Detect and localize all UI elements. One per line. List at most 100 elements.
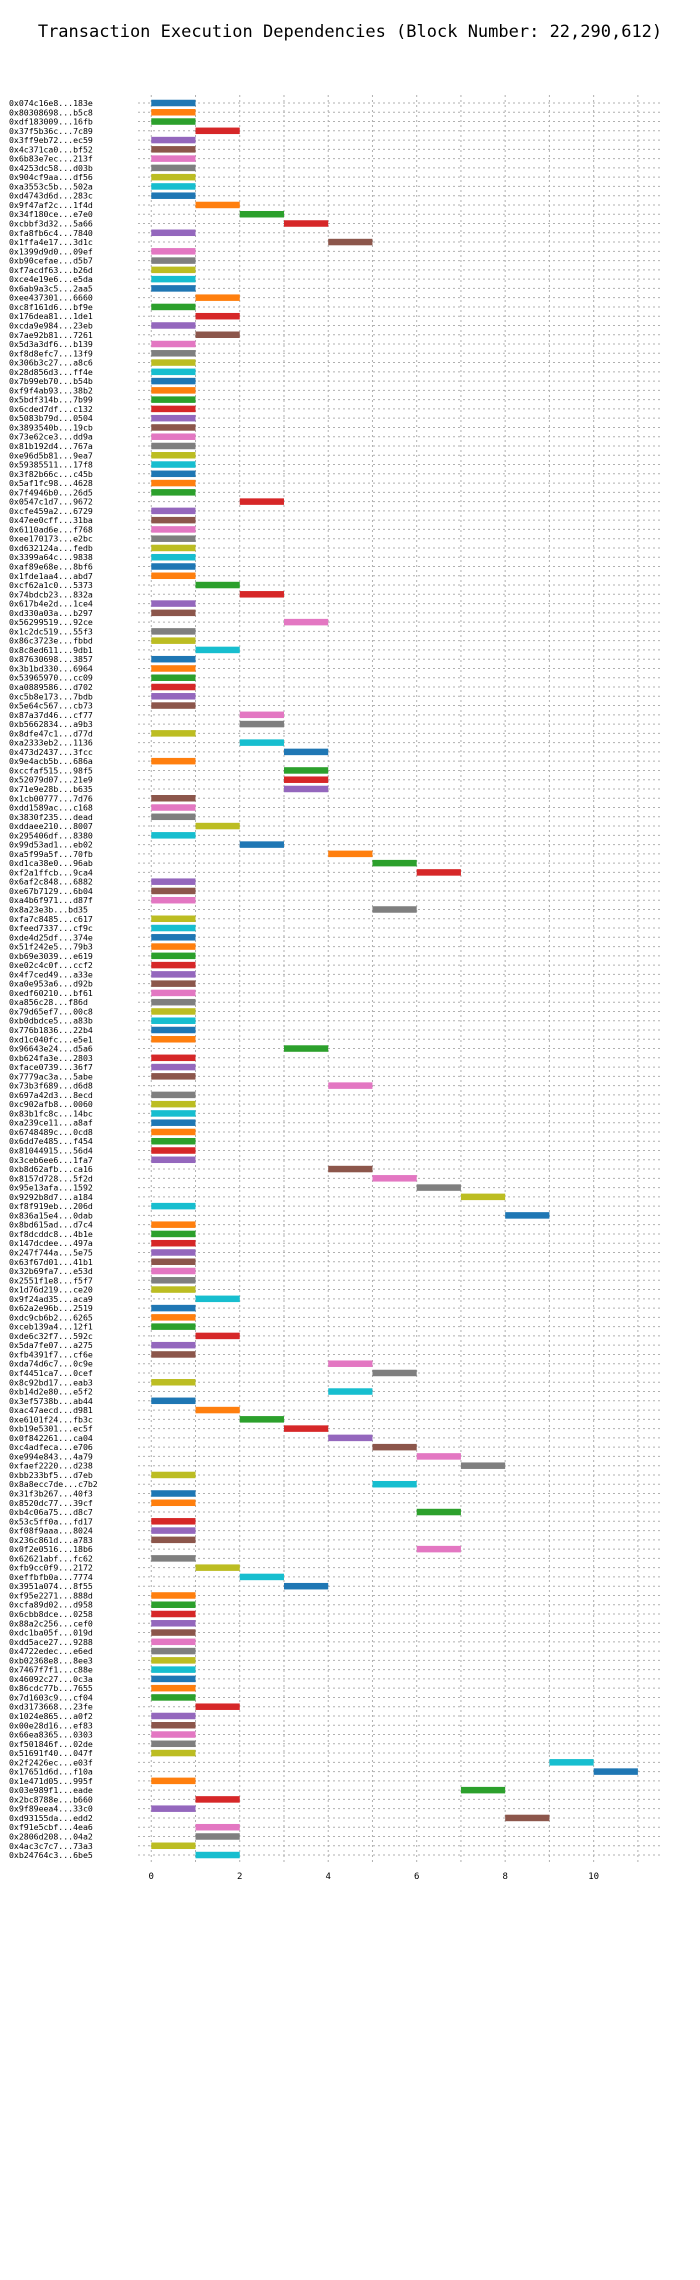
transaction-label: 0xd93155da...edd2 xyxy=(9,1813,93,1823)
transaction-label: 0x6af2c848...6882 xyxy=(9,877,93,887)
transaction-bar xyxy=(151,99,196,107)
transaction-bar xyxy=(151,414,196,422)
transaction-bar xyxy=(151,192,196,199)
transaction-bar xyxy=(283,776,329,783)
transaction-bar xyxy=(593,1768,638,1775)
transaction-label: 0xd632124a...fedb xyxy=(9,543,93,553)
transaction-label: 0xf9f4ab93...38b2 xyxy=(9,385,93,395)
transaction-bar xyxy=(151,600,196,607)
transaction-label: 0x81b192d4...767a xyxy=(9,441,93,451)
transaction-bar xyxy=(195,312,240,320)
transaction-label: 0x1d76d219...ce20 xyxy=(9,1285,93,1295)
transaction-label: 0x51f242e5...79b3 xyxy=(9,942,93,952)
transaction-bar xyxy=(151,1286,196,1293)
transaction-label: 0x62621abf...fc62 xyxy=(9,1553,93,1563)
transaction-label: 0x2551f1e8...f5f7 xyxy=(9,1275,93,1285)
transaction-bar xyxy=(195,1833,240,1840)
transaction-bar xyxy=(151,1026,196,1034)
transaction-bar xyxy=(151,693,196,700)
transaction-bar xyxy=(239,720,284,728)
transaction-bar xyxy=(151,915,196,923)
transaction-label: 0x0547c1d7...9672 xyxy=(9,497,93,507)
transaction-bar xyxy=(151,470,196,478)
transaction-label: 0x0f2e0516...18b6 xyxy=(9,1544,93,1554)
transaction-bar xyxy=(416,1453,461,1460)
transaction-label: 0x32b69fa7...e53d xyxy=(9,1266,93,1276)
x-tick-labels: 0 2 4 6 8 10 xyxy=(149,1872,600,1882)
transaction-bar xyxy=(372,1175,417,1182)
transaction-label: 0xde6c32f7...592c xyxy=(9,1331,93,1341)
transaction-label: 0x2806d208...04a2 xyxy=(9,1831,93,1841)
transaction-bar xyxy=(151,1490,196,1497)
transaction-bar xyxy=(151,609,196,617)
transaction-label: 0x52079d07...21e9 xyxy=(9,775,93,785)
transaction-bar xyxy=(239,1416,284,1423)
transaction-label: 0x176dea81...1de1 xyxy=(9,311,93,321)
transaction-bar xyxy=(283,1582,329,1590)
transaction-label: 0xb8d62afb...ca16 xyxy=(9,1164,93,1174)
transaction-label: 0xf91e5cbf...4ea6 xyxy=(9,1822,93,1832)
transaction-bar xyxy=(195,1851,240,1859)
transaction-bar xyxy=(151,1675,196,1683)
transaction-bar xyxy=(372,906,417,913)
x-tick-label: 10 xyxy=(588,1872,599,1882)
transaction-label: 0xe67b7129...6b04 xyxy=(9,886,93,896)
transaction-label: 0x7467f7f1...c88e xyxy=(9,1665,93,1675)
transaction-bar xyxy=(151,1666,196,1673)
transaction-label: 0x5d3a3df6...b139 xyxy=(9,339,93,349)
transaction-bar xyxy=(195,1332,240,1340)
transaction-label: 0x47ee0cff...31ba xyxy=(9,515,93,525)
transaction-bar xyxy=(151,1592,196,1599)
transaction-bar xyxy=(151,1620,196,1627)
transaction-bar xyxy=(151,572,196,580)
transaction-label: 0xa0e953a6...d92b xyxy=(9,979,93,989)
transaction-label: 0x4f7ced49...a33e xyxy=(9,969,93,979)
transaction-label: 0x473d2437...3fcc xyxy=(9,747,93,757)
transaction-label: 0x9f89eea4...33c0 xyxy=(9,1804,93,1814)
transaction-label: 0x8c8ed611...9db1 xyxy=(9,645,93,655)
transaction-label: 0xeffbfb0a...7774 xyxy=(9,1572,93,1582)
transaction-bar xyxy=(372,1480,417,1488)
transaction-label: 0xe02c4c0f...ccf2 xyxy=(9,960,93,970)
transaction-bar xyxy=(283,220,329,227)
transaction-label: 0x7ae92b81...7261 xyxy=(9,330,93,340)
transaction-label: 0xcda9e984...23eb xyxy=(9,320,93,330)
transaction-bar xyxy=(195,1406,240,1414)
transaction-bar xyxy=(151,535,196,542)
transaction-bar xyxy=(151,1397,196,1405)
transaction-bar xyxy=(239,210,284,218)
transaction-bar xyxy=(151,516,196,524)
transaction-label: 0x3830f235...dead xyxy=(9,812,93,822)
transaction-bar xyxy=(151,887,196,895)
transaction-bar xyxy=(151,1100,196,1108)
transaction-bar xyxy=(151,924,196,932)
transaction-bar xyxy=(151,109,196,116)
transaction-label: 0xf95e2271...888d xyxy=(9,1590,93,1600)
transaction-label: 0x3951a074...8f55 xyxy=(9,1581,93,1591)
transaction-label: 0x6748489c...0cd8 xyxy=(9,1127,93,1137)
transaction-label: 0x4c371ca0...bf52 xyxy=(9,144,93,154)
transaction-label: 0xfaef2220...d238 xyxy=(9,1461,93,1471)
transaction-bar xyxy=(151,526,196,533)
transaction-bar xyxy=(151,553,196,561)
transaction-label: 0xdd1589ac...c168 xyxy=(9,803,93,813)
transaction-bar xyxy=(151,1518,196,1525)
transaction-bar xyxy=(151,173,196,181)
transaction-label: 0x80308698...b5c8 xyxy=(9,107,93,117)
transaction-label: 0x2f2426ec...e03f xyxy=(9,1757,93,1767)
transaction-label: 0x9f24ad35...aca9 xyxy=(9,1294,93,1304)
transaction-label: 0x295406df...8380 xyxy=(9,830,93,840)
transaction-bar xyxy=(151,1379,196,1386)
transaction-label: 0xcfa89d02...d958 xyxy=(9,1600,93,1610)
x-tick-label: 0 xyxy=(149,1872,154,1882)
x-tick-label: 6 xyxy=(414,1872,419,1882)
transaction-bar xyxy=(195,822,240,830)
transaction-bar xyxy=(151,1629,196,1636)
transaction-bar xyxy=(151,340,196,348)
transaction-bar xyxy=(151,1258,196,1265)
transaction-label: 0xa3553c5b...502a xyxy=(9,181,93,191)
transaction-label: 0x617b4e2d...1ce4 xyxy=(9,599,93,609)
transaction-label: 0x7f4946b0...26d5 xyxy=(9,487,93,497)
transaction-bar xyxy=(151,544,196,552)
transaction-label: 0xceb139a4...12f1 xyxy=(9,1322,93,1332)
